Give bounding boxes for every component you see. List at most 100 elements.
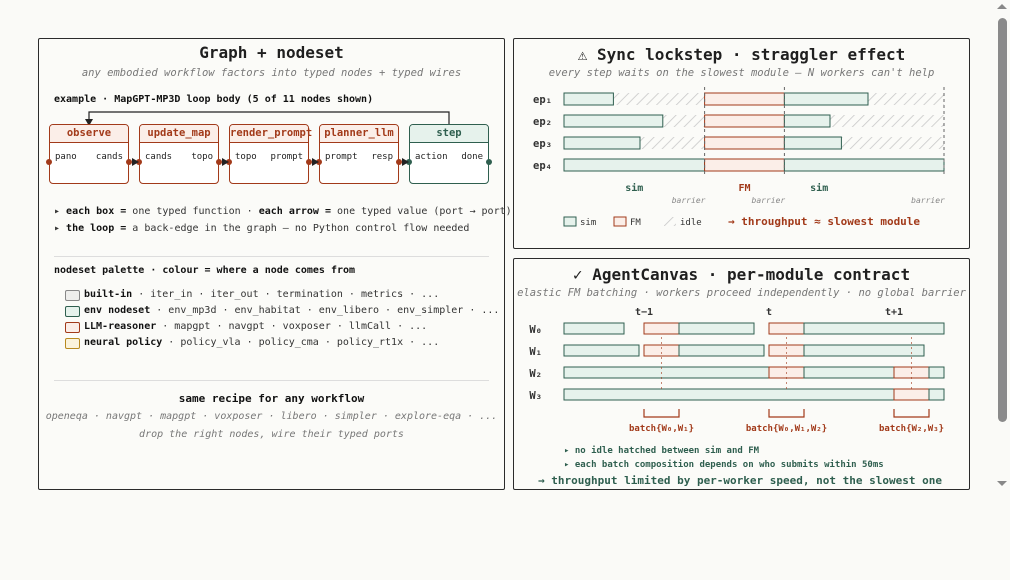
legend-label: FM: [630, 218, 641, 228]
tick-label: t+1: [885, 307, 903, 318]
batch-bracket: [893, 409, 930, 418]
row-label: ep₄: [533, 160, 552, 172]
throughput-note: → throughput ≈ slowest module: [728, 215, 921, 228]
legend-swatch-fm: [613, 216, 627, 227]
row-label: W₃: [529, 390, 542, 402]
batch-label: batch{W₀,W₁,W₂}: [746, 424, 827, 434]
fm-segment: [704, 158, 785, 172]
tick-label: t−1: [635, 307, 653, 318]
sim-segment: [783, 92, 869, 106]
node-planner-llm[interactable]: planner_llm prompt resp: [319, 124, 399, 184]
palette-item: env nodeset · env_mp3d · env_habitat · e…: [84, 305, 499, 316]
panel-subtitle: elastic FM batching · workers proceed in…: [517, 287, 966, 299]
recipe-footnote: drop the right nodes, wire their typed p…: [139, 429, 404, 440]
panel-subtitle: every step waits on the slowest module —…: [548, 67, 935, 79]
sim-segment: [803, 366, 895, 379]
palette-swatch: [65, 290, 80, 301]
row-label: W₁: [529, 346, 542, 358]
divider: [54, 256, 489, 257]
sim-segment: [928, 388, 945, 401]
note-batch-composition: ▸ each batch composition depends on who …: [564, 460, 884, 470]
node-title: update_map: [140, 125, 218, 143]
node-title: planner_llm: [320, 125, 398, 143]
phase-label: sim: [625, 182, 643, 194]
sim-segment: [563, 344, 640, 357]
palette-swatch: [65, 306, 80, 317]
fm-segment: [643, 322, 680, 335]
scrollbar-thumb[interactable]: [998, 18, 1007, 422]
bullet-the-loop: ▸ the loop = a back-edge in the graph — …: [54, 223, 470, 234]
panel-subtitle: any embodied workflow factors into typed…: [81, 67, 462, 79]
input-port: cands: [145, 152, 173, 162]
divider: [54, 380, 489, 381]
fm-segment: [704, 114, 785, 128]
row-label: W₂: [529, 368, 542, 380]
row-label: ep₃: [533, 138, 552, 150]
sync-panel: ⚠ Sync lockstep · straggler effect every…: [513, 38, 970, 249]
palette-item: LLM-reasoner · mapgpt · navgpt · voxpose…: [84, 321, 427, 332]
panel-title: Graph + nodeset: [199, 43, 344, 62]
sim-segment: [563, 366, 770, 379]
barrier-label: barrier: [672, 196, 706, 205]
palette-item-members: · mapgpt · navgpt · voxposer · llmCall ·…: [156, 321, 428, 332]
sim-segment: [803, 344, 925, 357]
bullet-each-box: ▸ each box = one typed function · each a…: [54, 206, 512, 217]
sim-segment: [563, 158, 706, 172]
palette-swatch: [65, 322, 80, 333]
sync-timeline: ep₁ ep₂ ep₃ ep₄ barrier barrier barrier sim FM si…: [533, 87, 945, 228]
recipe-list: openeqa · navgpt · mapgpt · voxposer · l…: [45, 411, 498, 422]
node-title: step: [410, 125, 488, 143]
barrier-label: barrier: [752, 196, 786, 205]
agent-timeline: t−1 t t+1 W₀ W₁ W₂ W₃ batch{W₀,W₁} batch{W₀,W₁,W…: [529, 307, 945, 434]
sim-segment: [563, 92, 614, 106]
input-port: prompt: [325, 152, 358, 162]
node-title: observe: [50, 125, 128, 143]
output-port: resp: [371, 152, 393, 162]
palette-item-members: · env_mp3d · env_habitat · env_libero · …: [150, 305, 500, 316]
phase-label: FM: [738, 183, 750, 194]
sim-segment: [783, 136, 842, 150]
scroll-up-arrow[interactable]: [997, 4, 1007, 9]
graph-panel: Graph + nodeset any embodied workflow fa…: [38, 38, 512, 490]
sim-segment: [563, 136, 641, 150]
output-port: prompt: [270, 152, 303, 162]
node-update-map[interactable]: update_map cands topo: [139, 124, 219, 184]
legend-swatch-idle: [664, 217, 676, 226]
palette-item-name: env nodeset: [84, 305, 151, 316]
palette-swatch: [65, 338, 80, 349]
node-observe[interactable]: observe pano cands: [49, 124, 129, 184]
sim-segment: [678, 344, 765, 357]
input-port: topo: [235, 152, 257, 162]
agentcanvas-panel: ✓ AgentCanvas · per-module contract elas…: [513, 258, 970, 490]
wire-connectors: [46, 158, 492, 166]
palette-item-name: built-in: [84, 289, 133, 300]
palette-title: nodeset palette · colour = where a node …: [54, 265, 356, 276]
example-label: example · MapGPT-MP3D loop body (5 of 11…: [54, 94, 374, 105]
back-edge-arrow: [85, 111, 450, 126]
barrier-label: barrier: [911, 196, 945, 205]
input-port: pano: [55, 152, 77, 162]
sim-segment: [563, 322, 625, 335]
fm-segment: [768, 344, 805, 357]
fm-segment: [768, 322, 805, 335]
node-step[interactable]: step action done: [409, 124, 489, 184]
fm-segment: [643, 344, 680, 357]
input-port: action: [415, 152, 448, 162]
panel-title: ⚠ Sync lockstep · straggler effect: [577, 45, 906, 64]
batch-bracket: [643, 409, 680, 418]
batch-label: batch{W₀,W₁}: [629, 424, 694, 434]
palette-item-members: · policy_vla · policy_cma · policy_rt1x …: [162, 337, 440, 348]
legend-label: sim: [580, 218, 596, 228]
output-port: topo: [191, 152, 213, 162]
node-render-prompt[interactable]: render_prompt topo prompt: [229, 124, 312, 184]
panel-title: ✓ AgentCanvas · per-module contract: [572, 265, 911, 284]
sim-segment: [678, 322, 755, 335]
palette-item-name: neural policy: [84, 337, 163, 348]
scroll-down-arrow[interactable]: [997, 481, 1007, 486]
recipe-title: same recipe for any workflow: [178, 392, 365, 405]
note-no-idle: ▸ no idle hatched between sim and FM: [564, 446, 760, 456]
sim-segment: [803, 322, 945, 335]
row-label: ep₁: [533, 94, 552, 106]
throughput-note: → throughput limited by per-worker speed…: [538, 474, 942, 487]
sim-segment: [563, 388, 895, 401]
